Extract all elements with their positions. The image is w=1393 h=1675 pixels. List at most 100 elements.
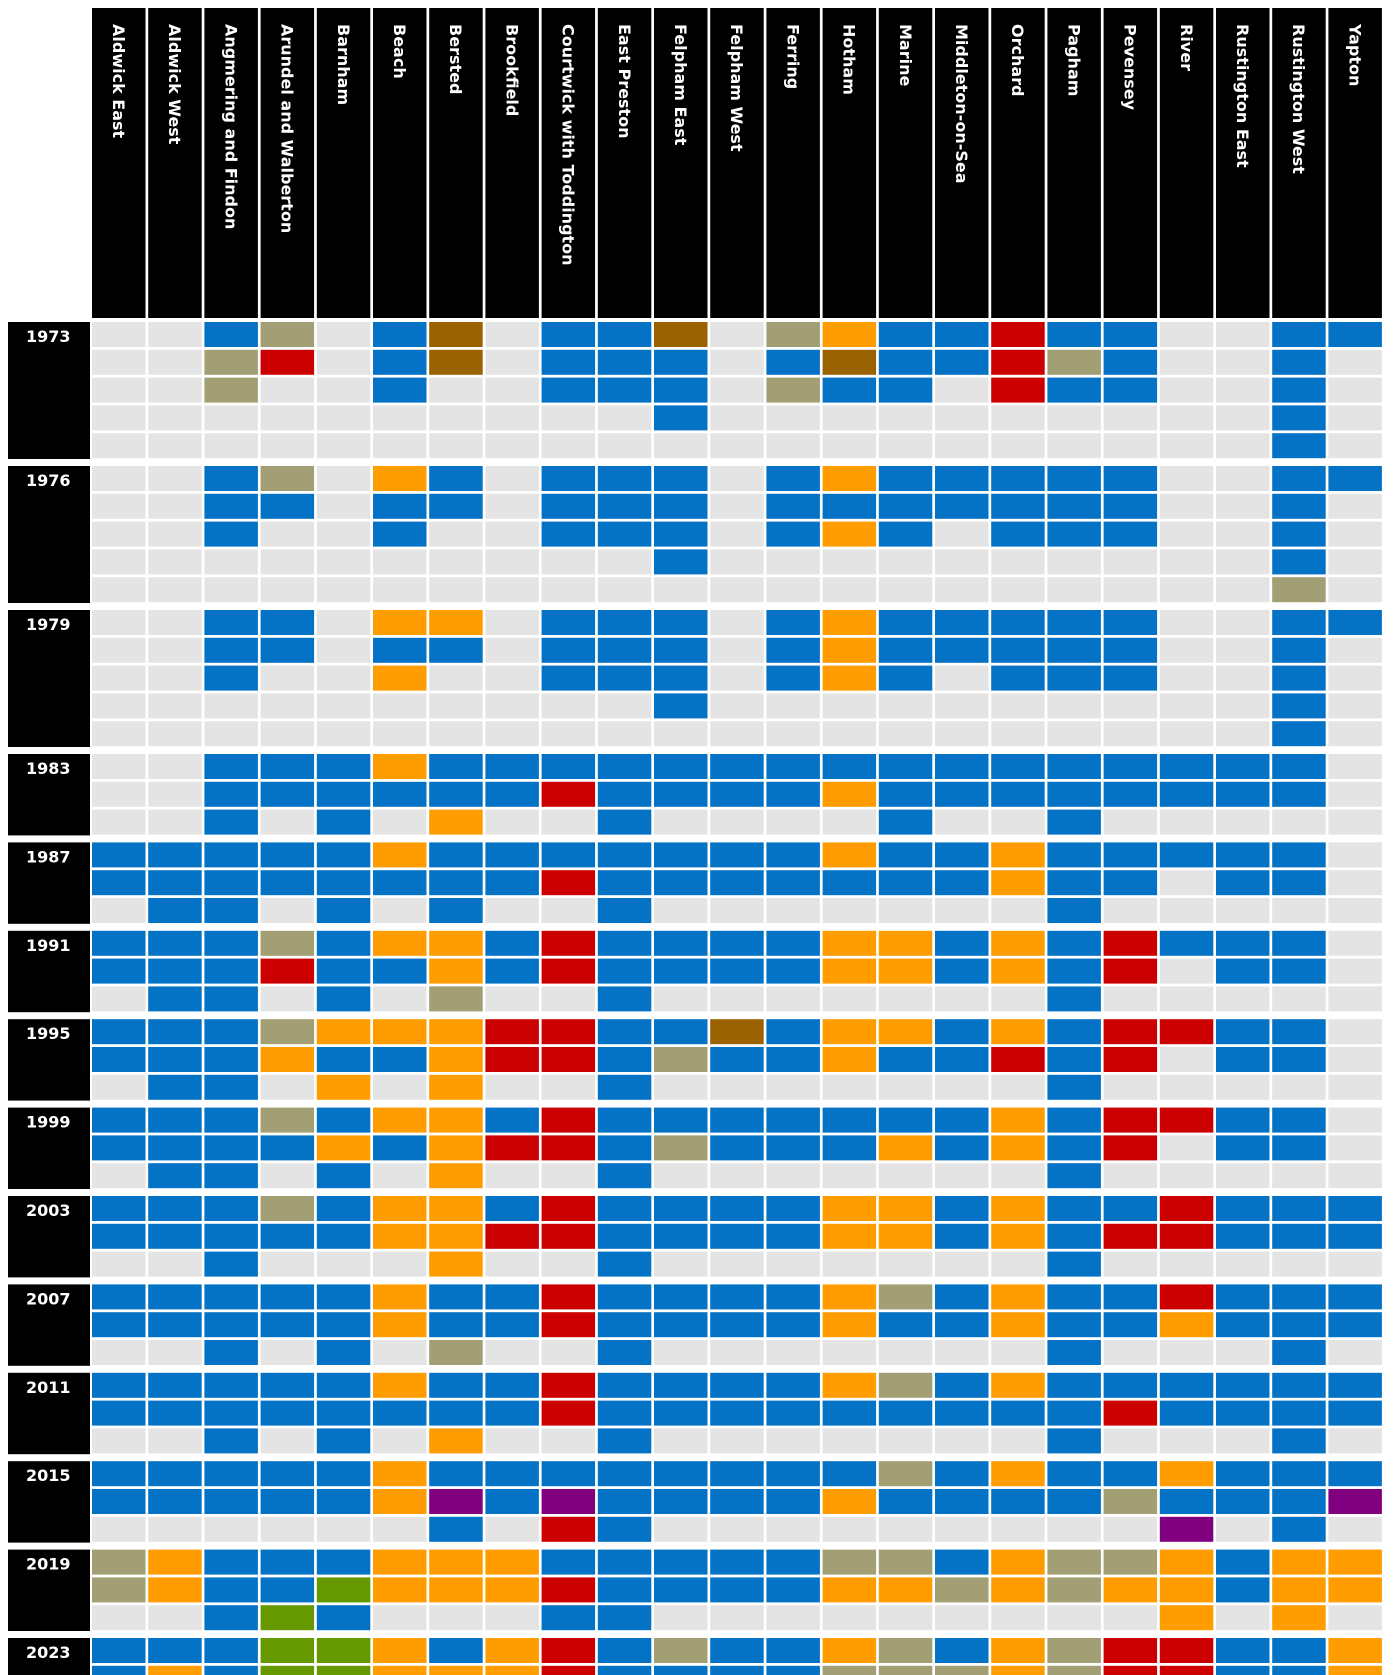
seat-cell: [654, 1312, 708, 1338]
seat-cell: [710, 665, 764, 691]
seat-cell: [935, 781, 989, 807]
seat-cell: [429, 493, 483, 519]
ward-header-bg: [597, 8, 652, 318]
seat-cell: [710, 1489, 764, 1514]
seat-cell: [1159, 1400, 1214, 1426]
seat-cell: [991, 1372, 1045, 1398]
ward-header-label: Rustington West: [1289, 24, 1308, 174]
seat-cell: [935, 1074, 989, 1100]
seat-cell: [991, 1223, 1045, 1249]
seat-cell: [822, 493, 877, 519]
seat-cell: [1216, 349, 1270, 375]
year-label: 2011: [26, 1378, 71, 1397]
seat-cell: [316, 405, 371, 431]
seat-cell: [485, 1549, 539, 1575]
seat-cell: [541, 1516, 596, 1542]
seat-cell: [878, 1223, 933, 1249]
seat-cell: [1159, 1638, 1214, 1663]
year-label: 2015: [26, 1466, 71, 1485]
seat-cell: [316, 1461, 371, 1487]
seat-cell: [373, 1047, 427, 1072]
seat-cell: [1328, 958, 1382, 984]
seat-cell: [766, 693, 820, 719]
seat-cell: [1047, 1251, 1101, 1277]
year-label-bg: [8, 322, 90, 459]
seat-cell: [710, 1196, 764, 1221]
seat-cell: [991, 1284, 1045, 1310]
seat-cell: [1272, 1489, 1326, 1514]
seat-cell: [541, 637, 596, 663]
seat-cell: [148, 1107, 202, 1133]
seat-cell: [1159, 781, 1214, 807]
seat-cell: [1159, 1549, 1214, 1575]
seat-cell: [148, 1196, 202, 1221]
seat-cell: [204, 1107, 258, 1133]
seat-cell: [429, 1638, 483, 1663]
seat-cell: [597, 958, 652, 984]
seat-cell: [822, 898, 877, 923]
seat-cell: [766, 1196, 820, 1221]
seat-cell: [1328, 322, 1382, 347]
seat-cell: [92, 433, 146, 459]
seat-cell: [485, 842, 539, 868]
seat-cell: [766, 1428, 820, 1454]
seat-cell: [204, 377, 258, 403]
seat-cell: [766, 1163, 820, 1189]
seat-cell: [429, 930, 483, 956]
seat-cell: [878, 322, 933, 347]
seat-cell: [1328, 1223, 1382, 1249]
seat-cell: [1103, 665, 1158, 691]
seat-cell: [654, 1019, 708, 1045]
seat-cell: [1328, 781, 1382, 807]
seat-cell: [597, 781, 652, 807]
seat-cell: [710, 405, 764, 431]
seat-cell: [1216, 958, 1270, 984]
seat-cell: [316, 322, 371, 347]
seat-cell: [1216, 1223, 1270, 1249]
seat-cell: [710, 958, 764, 984]
seat-cell: [710, 1605, 764, 1631]
seat-cell: [1272, 721, 1326, 747]
seat-cell: [654, 322, 708, 347]
seat-cell: [991, 377, 1045, 403]
seat-cell: [1159, 665, 1214, 691]
seat-cell: [935, 1312, 989, 1338]
seat-cell: [822, 986, 877, 1012]
seat-cell: [878, 1549, 933, 1575]
seat-cell: [1272, 521, 1326, 547]
seat-cell: [92, 1461, 146, 1487]
seat-cell: [1216, 1665, 1270, 1675]
seat-cell: [316, 1638, 371, 1663]
seat-cell: [822, 1577, 877, 1603]
seat-cell: [991, 610, 1045, 635]
seat-cell: [1047, 1428, 1101, 1454]
seat-cell: [822, 1074, 877, 1100]
seat-cell: [541, 549, 596, 575]
seat-cell: [1159, 1605, 1214, 1631]
seat-cell: [1047, 693, 1101, 719]
seat-cell: [1103, 1577, 1158, 1603]
seat-cell: [316, 1340, 371, 1365]
seat-cell: [822, 842, 877, 868]
seat-cell: [654, 781, 708, 807]
seat-cell: [1216, 466, 1270, 491]
seat-cell: [710, 549, 764, 575]
seat-cell: [485, 1312, 539, 1338]
seat-cell: [935, 1340, 989, 1365]
seat-cell: [92, 577, 146, 603]
seat-cell: [991, 1163, 1045, 1189]
seat-cell: [1328, 1135, 1382, 1161]
seat-cell: [935, 721, 989, 747]
seat-cell: [260, 1196, 315, 1221]
ward-header-label: Barnham: [334, 24, 353, 105]
seat-cell: [991, 665, 1045, 691]
seat-cell: [654, 1549, 708, 1575]
seat-cell: [260, 1489, 315, 1514]
seat-cell: [597, 1428, 652, 1454]
seat-cell: [204, 986, 258, 1012]
seat-cell: [1216, 521, 1270, 547]
seat-cell: [541, 781, 596, 807]
seat-cell: [541, 721, 596, 747]
ward-header-bg: [822, 8, 877, 318]
seat-cell: [429, 1196, 483, 1221]
